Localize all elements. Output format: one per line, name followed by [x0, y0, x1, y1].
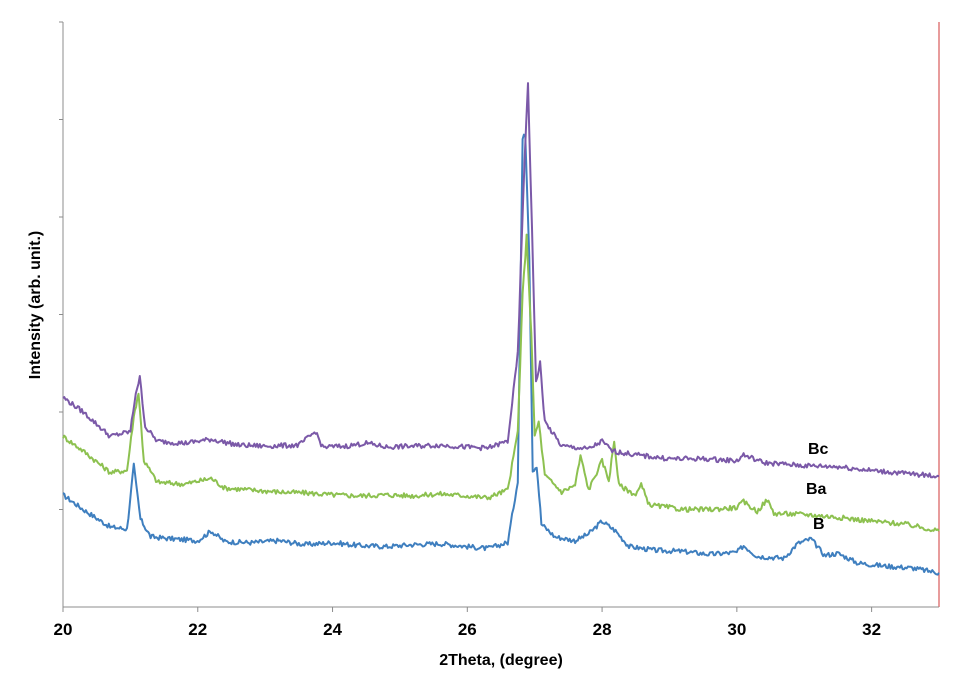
x-ticks: 20 22 24 26 28 30 32: [54, 607, 881, 639]
series-line-bc: [62, 82, 940, 479]
x-tick-label: 30: [727, 620, 746, 639]
x-tick-label: 26: [458, 620, 477, 639]
series-layer: [62, 82, 940, 576]
x-tick-label: 20: [54, 620, 73, 639]
x-tick-label: 22: [188, 620, 207, 639]
x-axis-title: 2Theta, (degree): [439, 652, 563, 669]
x-tick-label: 28: [593, 620, 612, 639]
series-label-ba: Ba: [806, 481, 827, 498]
series-label-bc: Bc: [808, 441, 829, 458]
series-label-b: B: [813, 516, 825, 533]
x-tick-label: 24: [323, 620, 342, 639]
y-axis-title: Intensity (arb. unit.): [27, 231, 44, 379]
series-line-ba: [62, 233, 940, 533]
y-ticks: [59, 21, 63, 510]
series-line-b: [62, 133, 940, 576]
x-tick-label: 32: [862, 620, 881, 639]
